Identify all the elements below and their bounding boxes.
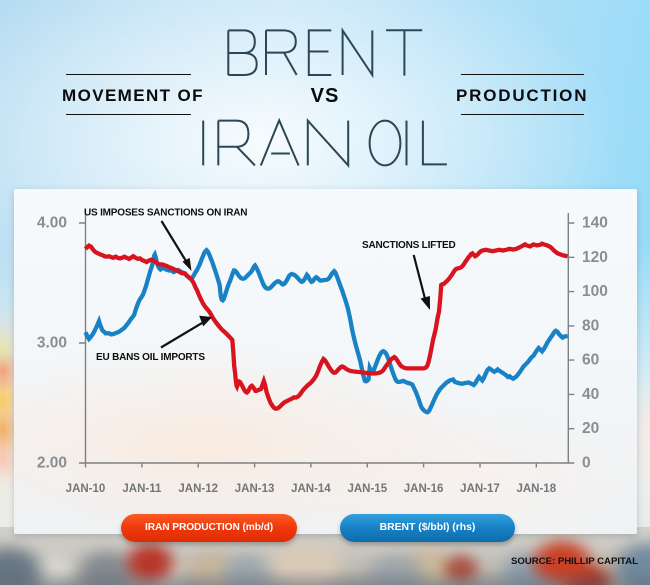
svg-text:140: 140 bbox=[582, 215, 608, 232]
svg-text:100: 100 bbox=[582, 283, 608, 300]
svg-text:EU BANS OIL IMPORTS: EU BANS OIL IMPORTS bbox=[96, 352, 205, 363]
svg-text:JAN-13: JAN-13 bbox=[235, 483, 275, 495]
svg-text:JAN-14: JAN-14 bbox=[291, 483, 331, 495]
svg-text:JAN-11: JAN-11 bbox=[122, 483, 162, 495]
svg-text:4.00: 4.00 bbox=[37, 215, 67, 232]
svg-text:40: 40 bbox=[582, 386, 599, 403]
svg-text:80: 80 bbox=[582, 317, 599, 334]
svg-text:3.00: 3.00 bbox=[37, 335, 67, 352]
svg-text:SANCTIONS LIFTED: SANCTIONS LIFTED bbox=[362, 240, 455, 251]
svg-text:0: 0 bbox=[582, 455, 591, 472]
svg-text:JAN-18: JAN-18 bbox=[516, 483, 556, 495]
svg-text:JAN-15: JAN-15 bbox=[347, 483, 387, 495]
svg-text:2.00: 2.00 bbox=[37, 455, 67, 472]
svg-text:JAN-16: JAN-16 bbox=[404, 483, 444, 495]
svg-text:JAN-10: JAN-10 bbox=[66, 483, 106, 495]
svg-text:20: 20 bbox=[582, 420, 599, 437]
svg-text:JAN-12: JAN-12 bbox=[178, 483, 218, 495]
svg-text:JAN-17: JAN-17 bbox=[460, 483, 500, 495]
svg-text:60: 60 bbox=[582, 352, 599, 369]
svg-text:US IMPOSES SANCTIONS ON IRAN: US IMPOSES SANCTIONS ON IRAN bbox=[84, 207, 247, 218]
svg-text:120: 120 bbox=[582, 249, 608, 266]
